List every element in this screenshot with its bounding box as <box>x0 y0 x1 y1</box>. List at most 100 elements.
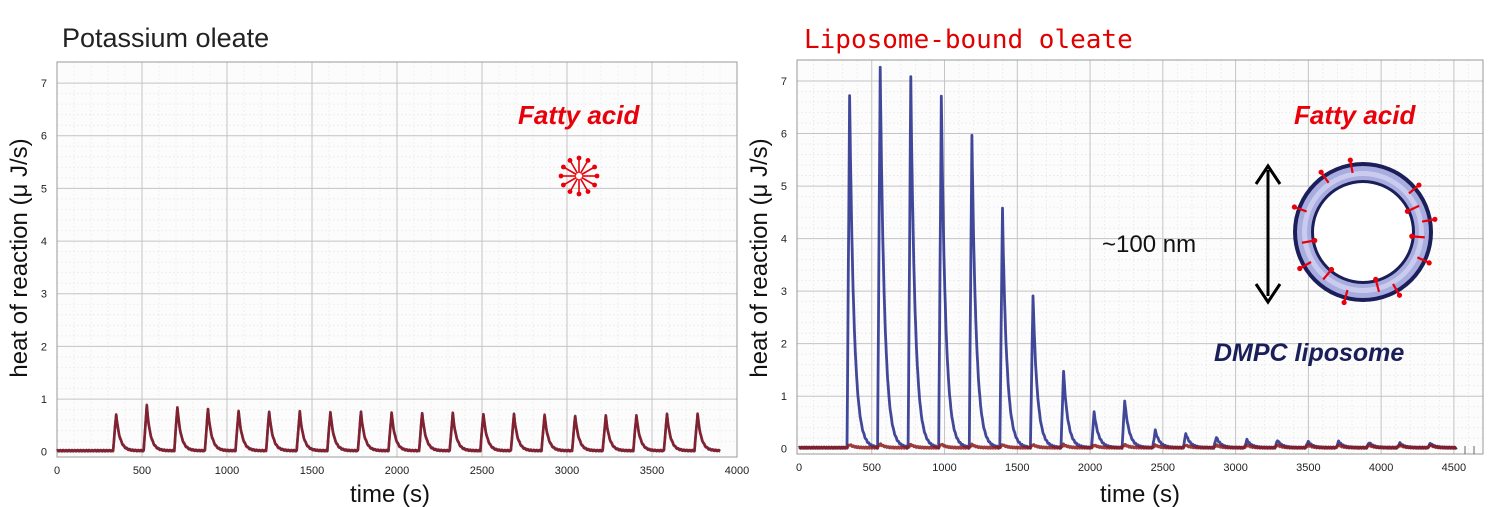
liposome-fatty-acid-tail <box>1343 289 1349 302</box>
left-x-tick-label: 2500 <box>470 465 494 477</box>
left-y-tick-labels: 0 1 2 3 4 5 6 7 <box>41 78 47 459</box>
micelle-tail <box>570 178 579 191</box>
right-chart-title: Liposome-bound oleate <box>804 25 1133 55</box>
left-chart-title: Potassium oleate <box>62 23 269 53</box>
right-y-tick-label: 0 <box>781 444 787 456</box>
left-y-axis-label: heat of reaction (μ J/s) <box>6 138 33 377</box>
micelle-tail <box>581 167 594 176</box>
liposome-fatty-acid-tail <box>1301 239 1314 244</box>
micelle-tail <box>564 176 577 185</box>
micelle-tail <box>564 167 577 176</box>
right-y-tick-label: 7 <box>781 76 787 88</box>
liposome-fatty-acid-tail <box>1322 269 1332 281</box>
right-y-tick-label: 3 <box>781 286 787 298</box>
left-grid <box>57 62 737 457</box>
double-arrow-icon <box>1254 163 1282 305</box>
micelle-head <box>585 158 591 163</box>
liposome-fatty-acid-tail <box>1421 218 1435 223</box>
left-plot-frame <box>56 61 738 458</box>
left-x-tick-label: 1000 <box>215 465 239 477</box>
liposome-fatty-acid-head <box>1426 260 1432 266</box>
right-plot-frame <box>796 59 1484 455</box>
right-panel: Liposome-bound oleate 0 500 1000 1500 2000 25… <box>746 25 1484 507</box>
right-x-tick-label: 1500 <box>1005 462 1029 474</box>
liposome-fatty-acid-head <box>1347 157 1353 163</box>
right-x-tick-label: 500 <box>863 462 881 474</box>
right-x-tick-label: 0 <box>796 462 802 474</box>
left-x-tick-label: 1500 <box>300 465 324 477</box>
liposome-fatty-acid-head <box>1373 276 1379 282</box>
right-x-tick-label: 3500 <box>1296 462 1320 474</box>
liposome-fatty-acid-tail <box>1416 256 1429 264</box>
right-y-tick-label: 5 <box>781 181 787 193</box>
left-x-tick-labels: 0 500 1000 1500 2000 2500 3000 3500 4000 <box>54 465 749 477</box>
micelle-head <box>585 189 591 194</box>
liposome-fatty-acid-head <box>1318 169 1324 175</box>
right-y-tick-label: 4 <box>781 234 787 246</box>
micelle-head <box>558 173 564 179</box>
left-x-tick-label: 0 <box>54 465 60 477</box>
liposome-fatty-acid-tail <box>1300 261 1312 269</box>
right-x-tick-label: 4500 <box>1442 462 1466 474</box>
liposome-fatty-acid-head <box>1396 292 1403 298</box>
right-y-tick-labels: 0 1 2 3 4 5 6 7 <box>781 76 787 456</box>
liposome-fatty-acid-head <box>1312 237 1318 244</box>
liposome-fatty-acid-tail <box>1392 283 1400 295</box>
liposome-fatty-acid-head <box>1341 299 1347 306</box>
left-y-tick-label: 1 <box>41 394 47 406</box>
liposome-fatty-acid-tail <box>1349 160 1354 174</box>
right-series-1-line <box>798 442 1458 450</box>
liposome-icon <box>1291 157 1438 306</box>
right-x-tick-labels: 0 500 1000 1500 2000 2500 3000 3500 4000 4500 <box>796 462 1466 474</box>
left-series-group <box>56 403 721 453</box>
liposome-fatty-acid-tail <box>1412 235 1425 239</box>
liposome-fatty-acid-tail <box>1408 184 1419 195</box>
micelle-tail <box>579 161 588 174</box>
right-y-tick-label: 6 <box>781 129 787 141</box>
right-y-axis-label: heat of reaction (μ J/s) <box>746 138 773 377</box>
liposome-fatty-acid-tail <box>1374 280 1381 293</box>
liposome-fatty-acid-head <box>1404 208 1411 214</box>
left-fatty-acid-label: Fatty acid <box>518 100 640 130</box>
micelle-head <box>576 155 582 161</box>
left-series-1-line <box>56 403 721 453</box>
micelle-tail <box>570 161 579 174</box>
liposome-fatty-acid-head <box>1328 266 1335 273</box>
liposome-fatty-acid-tail <box>1407 204 1420 212</box>
micelle-head <box>594 173 600 179</box>
left-x-tick-label: 2000 <box>385 465 409 477</box>
right-y-tick-label: 2 <box>781 339 787 351</box>
left-x-tick-label: 3000 <box>555 465 579 477</box>
left-y-tick-label: 5 <box>41 183 47 195</box>
micelle-tail <box>581 176 594 185</box>
right-x-tick-label: 2500 <box>1151 462 1175 474</box>
micelle-head <box>576 191 582 197</box>
left-y-tick-label: 3 <box>41 289 47 301</box>
right-fatty-acid-label: Fatty acid <box>1294 100 1416 130</box>
micelle-head <box>567 158 573 163</box>
left-y-tick-label: 4 <box>41 236 47 248</box>
right-y-tick-label: 1 <box>781 391 787 403</box>
liposome-fatty-acid-head <box>1297 265 1303 272</box>
left-panel: Potassium oleate 0 500 1000 1500 2000 2500 300… <box>6 23 749 507</box>
left-x-tick-label: 4000 <box>725 465 749 477</box>
right-x-tick-label: 4000 <box>1369 462 1393 474</box>
left-x-tick-label: 500 <box>133 465 151 477</box>
liposome-fatty-acid-head <box>1291 204 1298 210</box>
micelle-icon <box>558 155 600 197</box>
right-x-tick-label: 3000 <box>1223 462 1247 474</box>
right-x-tick-label: 1000 <box>932 462 956 474</box>
left-x-axis-label: time (s) <box>350 481 430 507</box>
micelle-head <box>592 164 597 170</box>
micelle-head <box>567 189 573 194</box>
micelle-head <box>592 182 597 188</box>
left-y-tick-label: 6 <box>41 131 47 143</box>
dmpc-liposome-label: DMPC liposome <box>1214 339 1404 367</box>
micelle-tail <box>579 178 588 191</box>
size-label: ~100 nm <box>1102 231 1196 258</box>
liposome-fatty-acid-tail <box>1294 206 1307 213</box>
liposome-fatty-acid-tail <box>1320 172 1330 184</box>
liposome-fatty-acid-head <box>1432 216 1438 222</box>
left-y-tick-label: 7 <box>41 78 47 90</box>
